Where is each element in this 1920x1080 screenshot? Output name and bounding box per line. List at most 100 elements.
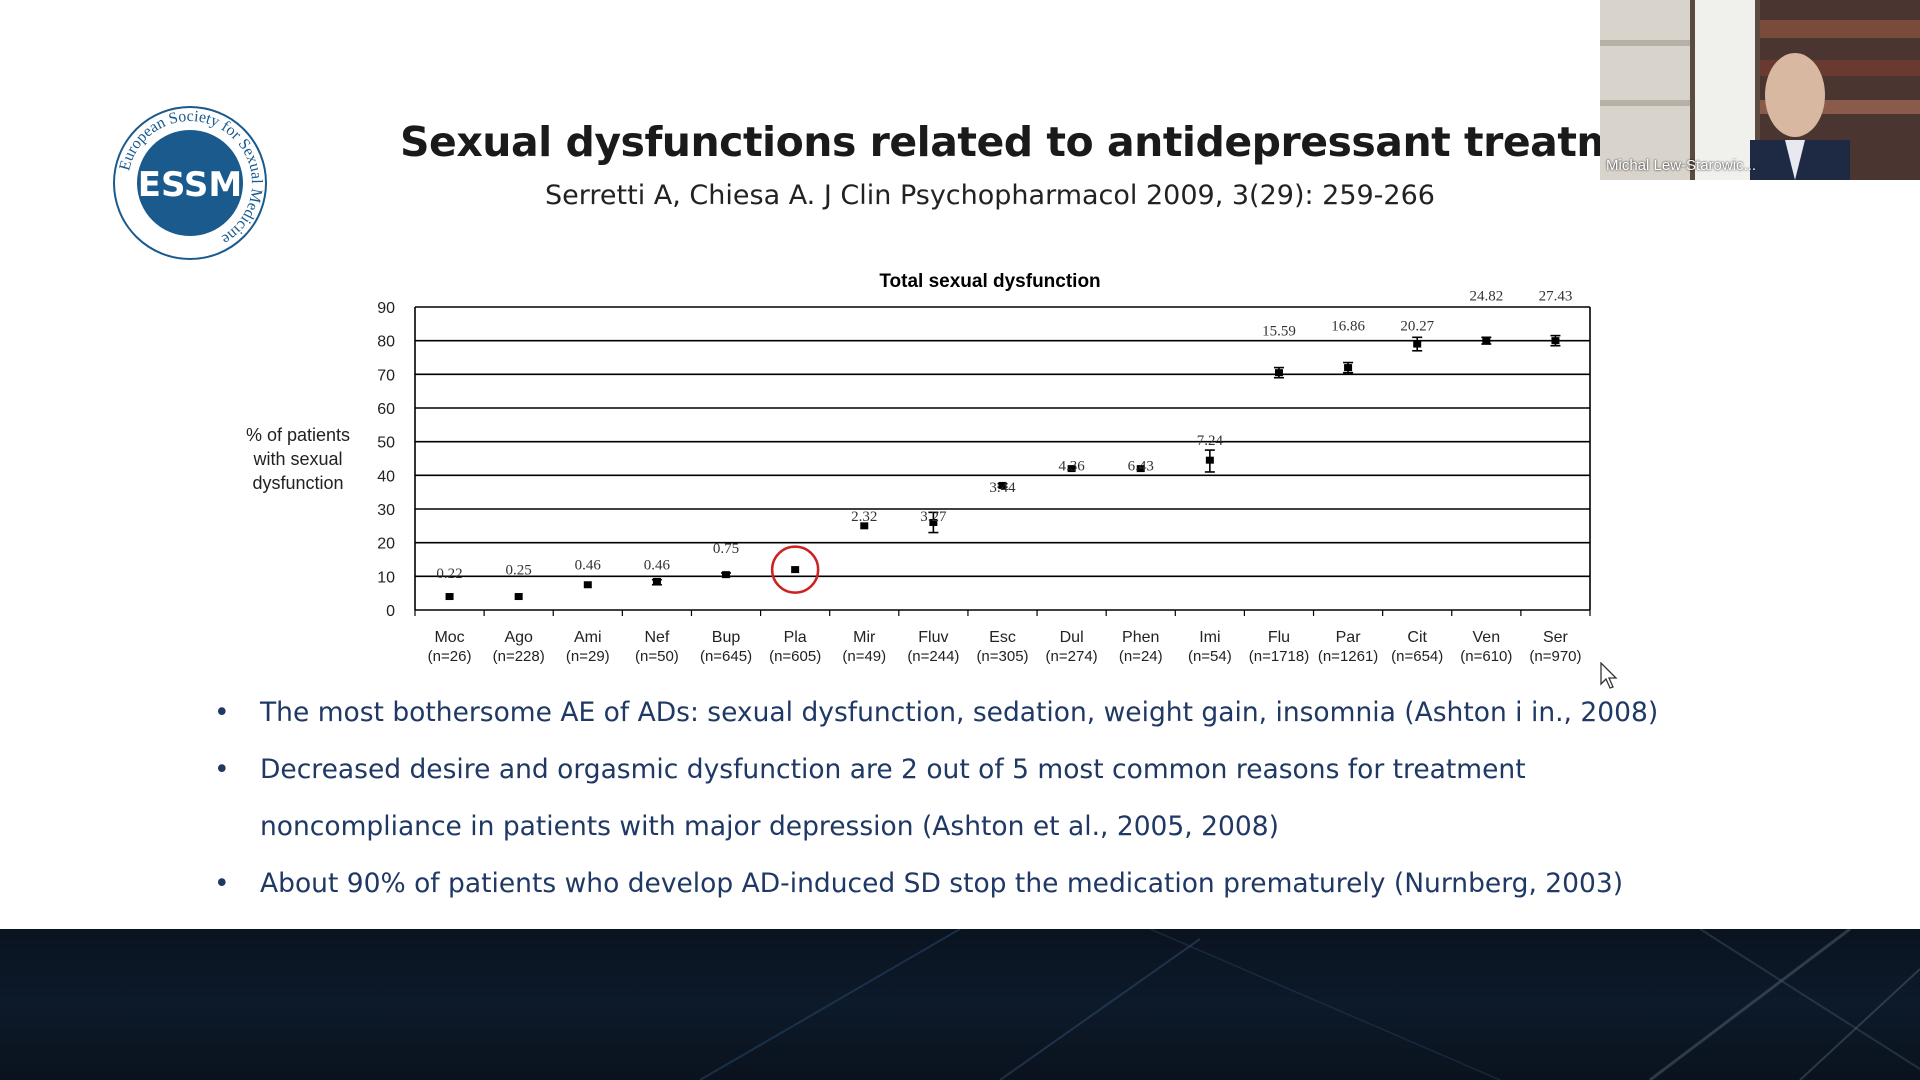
data-point (1344, 364, 1353, 372)
slide-title: Sexual dysfunctions related to antidepre… (400, 118, 1694, 166)
plot-area: 0 10 20 30 40 50 60 70 80 90 Moc (n=26) 0.22 Ago (n=22… (377, 288, 1591, 665)
x-tick-sample-size: (n=1718) (1249, 648, 1309, 665)
y-tick-label: 80 (377, 334, 395, 351)
x-tick-sample-size: (n=970) (1529, 648, 1581, 665)
logo-monogram: ESSM (138, 165, 243, 205)
data-point (1413, 340, 1422, 348)
x-tick-sample-size: (n=654) (1391, 648, 1443, 665)
y-tick-label: 0 (386, 603, 395, 620)
data-label: 24.82 (1469, 288, 1503, 304)
x-tick-label: Dul (1060, 629, 1084, 646)
data-label: 2.32 (851, 509, 877, 525)
bullet-dot-icon: • (214, 868, 230, 899)
x-tick-sample-size: (n=29) (566, 648, 610, 665)
x-tick-sample-size: (n=54) (1188, 648, 1232, 665)
x-tick-label: Mir (853, 629, 876, 646)
footer-banner (0, 929, 1920, 1080)
x-tick-label: Pla (784, 629, 807, 646)
x-tick-label: Ago (504, 629, 533, 646)
x-tick-sample-size: (n=610) (1460, 648, 1512, 665)
data-label: 6.43 (1128, 458, 1154, 474)
data-point (1482, 337, 1491, 345)
data-point (1551, 337, 1560, 345)
slide-citation: Serretti A, Chiesa A. J Clin Psychopharm… (545, 180, 1435, 211)
x-tick-label: Cit (1407, 629, 1427, 646)
x-tick-label: Phen (1122, 629, 1159, 646)
webcam-video-tile[interactable]: Michal Lew-Starowic... (1600, 0, 1920, 180)
bullet-text: noncompliance in patients with major dep… (260, 811, 1279, 842)
x-tick-sample-size: (n=228) (493, 648, 545, 665)
x-tick-label: Moc (434, 629, 464, 646)
data-label: 0.46 (644, 558, 671, 574)
data-label: 0.75 (713, 541, 739, 557)
x-tick-sample-size: (n=645) (700, 648, 752, 665)
x-tick-label: Flu (1268, 629, 1290, 646)
data-point (929, 518, 938, 526)
data-point (791, 566, 800, 574)
bullet-item: • Decreased desire and orgasmic dysfuncti… (210, 741, 1670, 798)
dysfunction-chart: Total sexual dysfunction % of patients w… (246, 271, 1591, 665)
x-tick-label: Ven (1473, 629, 1501, 646)
highlight-circle (770, 545, 820, 594)
y-axis-label-line: dysfunction (252, 473, 343, 493)
webcam-video-frame (1600, 0, 1920, 180)
bullet-text: Decreased desire and orgasmic dysfunctio… (260, 754, 1526, 785)
data-label: 0.22 (436, 566, 462, 582)
data-point (1205, 456, 1214, 464)
y-tick-label: 30 (377, 502, 395, 519)
data-point (1274, 369, 1283, 377)
data-point (445, 593, 454, 601)
bullet-text: The most bothersome AE of ADs: sexual dy… (260, 697, 1659, 728)
data-label: 3.44 (989, 480, 1016, 496)
data-label: 15.59 (1262, 324, 1296, 340)
data-point (998, 481, 1007, 489)
data-point (514, 593, 523, 601)
essm-logo: European Society for Sexual Medicine ESS… (113, 106, 267, 260)
bullet-item: • The most bothersome AE of ADs: sexual d… (210, 684, 1670, 741)
bullet-list: • The most bothersome AE of ADs: sexual d… (210, 684, 1670, 912)
x-tick-label: Par (1336, 629, 1362, 646)
x-tick-sample-size: (n=24) (1119, 648, 1163, 665)
footer-texture (699, 929, 1920, 1080)
mouse-cursor-icon (1600, 662, 1618, 689)
y-tick-label: 50 (377, 435, 395, 452)
data-point (860, 522, 869, 530)
data-point (722, 571, 731, 579)
data-label: 7.24 (1197, 433, 1224, 449)
y-tick-label: 10 (377, 569, 395, 586)
x-tick-sample-size: (n=50) (635, 648, 679, 665)
data-label: 4.36 (1058, 458, 1085, 474)
x-tick-label: Esc (989, 629, 1016, 646)
data-point (1136, 465, 1145, 473)
y-tick-label: 20 (377, 536, 395, 553)
data-label: 0.46 (575, 558, 602, 574)
y-tick-label: 60 (377, 401, 395, 418)
x-tick-label: Bup (712, 629, 741, 646)
y-axis-label-line: % of patients (246, 425, 350, 445)
data-point (583, 581, 592, 589)
data-point (652, 577, 661, 585)
x-tick-label: Ser (1543, 629, 1569, 646)
chart-title: Total sexual dysfunction (879, 271, 1100, 292)
x-tick-label: Nef (644, 629, 669, 646)
data-label: 3.27 (920, 509, 947, 525)
bullet-continuation: noncompliance in patients with major dep… (210, 798, 1670, 855)
x-tick-label: Ami (574, 629, 602, 646)
data-label: 0.25 (506, 563, 532, 579)
x-tick-label: Imi (1199, 629, 1220, 646)
y-axis-label-line: with sexual (252, 449, 342, 469)
x-tick-sample-size: (n=26) (428, 648, 472, 665)
data-label: 27.43 (1539, 288, 1573, 304)
x-tick-sample-size: (n=605) (769, 648, 821, 665)
bullet-item: • About 90% of patients who develop AD-in… (210, 855, 1670, 912)
y-axis-label: % of patients with sexual dysfunction (246, 425, 350, 493)
x-tick-sample-size: (n=305) (976, 648, 1028, 665)
participant-name: Michal Lew-Starowic... (1606, 157, 1757, 174)
x-tick-sample-size: (n=244) (907, 648, 959, 665)
data-label: 16.86 (1331, 319, 1365, 335)
x-tick-label: Fluv (918, 629, 948, 646)
data-label: 20.27 (1400, 319, 1434, 335)
y-tick-label: 40 (377, 468, 395, 485)
y-tick-label: 70 (377, 367, 395, 384)
bullet-dot-icon: • (214, 754, 230, 785)
